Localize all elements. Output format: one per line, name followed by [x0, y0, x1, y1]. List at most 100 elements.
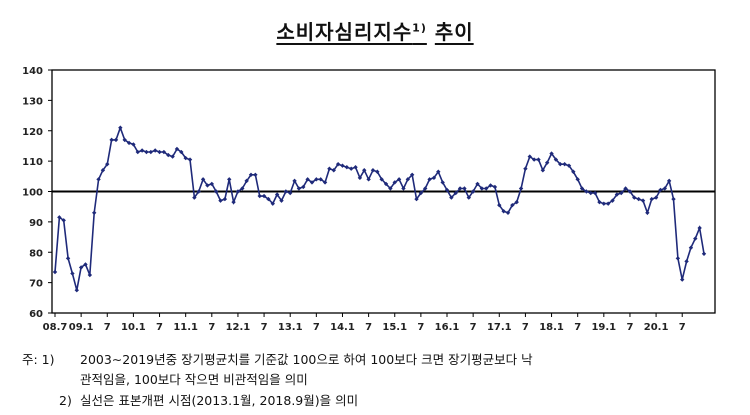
data-point: [244, 178, 249, 184]
series-markers: [52, 125, 707, 293]
data-point: [579, 186, 585, 191]
data-point: [405, 177, 411, 182]
data-point: [340, 163, 345, 168]
data-point: [462, 186, 467, 191]
data-point: [497, 202, 502, 208]
data-point: [440, 180, 445, 185]
data-point: [283, 189, 289, 194]
data-point: [157, 149, 162, 155]
data-point: [444, 187, 450, 193]
data-point: [392, 180, 397, 185]
x-tick-label: 7: [156, 322, 163, 333]
data-point: [697, 225, 702, 231]
chart-title-suffix: 추이: [434, 20, 474, 44]
data-point: [627, 189, 633, 194]
data-point: [353, 165, 358, 170]
data-point: [227, 177, 232, 182]
data-point: [187, 157, 193, 162]
data-point: [636, 196, 641, 202]
data-point: [632, 195, 637, 200]
data-point: [414, 196, 419, 202]
data-point: [592, 190, 598, 196]
x-tick-label: 09.1: [69, 322, 94, 333]
data-point: [200, 177, 206, 182]
x-tick-label: 13.1: [278, 322, 303, 333]
data-point: [78, 265, 84, 270]
data-point: [466, 195, 471, 200]
chart-title: 소비자심리지수1) 추이: [0, 16, 750, 45]
data-point: [431, 175, 437, 181]
data-point: [409, 172, 415, 177]
data-point: [396, 177, 402, 182]
data-point: [183, 155, 188, 161]
data-point: [527, 154, 532, 159]
data-point: [318, 177, 323, 182]
data-point: [135, 149, 140, 155]
data-point: [152, 148, 158, 153]
data-point: [335, 161, 341, 167]
data-point: [510, 202, 515, 208]
data-point: [218, 198, 223, 203]
data-point: [571, 169, 576, 174]
y-tick-label: 120: [22, 127, 43, 138]
x-tick-label: 7: [261, 322, 268, 333]
x-tick-label: 17.1: [487, 322, 512, 333]
data-point: [649, 196, 654, 202]
data-point: [671, 196, 676, 202]
data-point: [288, 190, 293, 196]
data-point: [231, 199, 236, 205]
data-point: [566, 163, 572, 168]
data-point: [653, 195, 659, 200]
data-point: [536, 157, 541, 162]
footnote-2-line1: 실선은 표본개편 시점(2013.1월, 2018.9월)을 의미: [80, 393, 359, 408]
data-point: [544, 160, 550, 165]
data-point: [614, 192, 620, 197]
data-point: [122, 137, 127, 143]
data-point: [279, 198, 284, 203]
data-point: [179, 149, 184, 155]
data-point: [100, 168, 106, 173]
data-point: [423, 186, 428, 191]
x-tick-label: 11.1: [173, 322, 198, 333]
data-point: [680, 277, 685, 282]
data-point: [640, 198, 646, 203]
data-point: [553, 157, 559, 162]
data-point: [266, 196, 271, 202]
x-tick-label: 10.1: [121, 322, 146, 333]
data-point: [558, 161, 563, 167]
data-point: [305, 177, 310, 182]
data-point: [370, 168, 376, 173]
data-point: [240, 186, 245, 191]
data-point: [540, 168, 546, 173]
data-point: [331, 168, 336, 173]
data-point: [453, 190, 458, 196]
x-tick-label: 19.1: [591, 322, 616, 333]
x-tick-label: 7: [470, 322, 477, 333]
data-point: [684, 259, 689, 264]
data-point: [166, 152, 171, 158]
x-tick-label: 7: [208, 322, 215, 333]
data-point: [274, 192, 280, 197]
data-point: [605, 201, 611, 206]
x-tick-label: 12.1: [226, 322, 251, 333]
data-point: [105, 161, 110, 167]
footnote-1-line1: 2003∼2019년중 장기평균치를 기준값 100으로 하여 100보다 크면…: [80, 352, 533, 367]
data-point: [161, 149, 167, 155]
data-point: [362, 168, 367, 173]
data-point: [126, 140, 132, 146]
data-point: [514, 199, 519, 205]
data-point: [601, 201, 607, 206]
y-tick-label: 130: [22, 96, 43, 107]
y-tick-label: 100: [22, 188, 43, 199]
data-point: [196, 189, 201, 194]
data-point: [65, 256, 71, 261]
data-point: [492, 184, 498, 190]
data-point: [357, 175, 363, 181]
x-tick-label: 14.1: [330, 322, 355, 333]
data-point: [174, 146, 180, 152]
data-point: [584, 189, 589, 194]
data-point: [92, 210, 97, 215]
data-point: [314, 177, 319, 182]
data-point: [61, 218, 66, 223]
data-point: [222, 196, 228, 202]
